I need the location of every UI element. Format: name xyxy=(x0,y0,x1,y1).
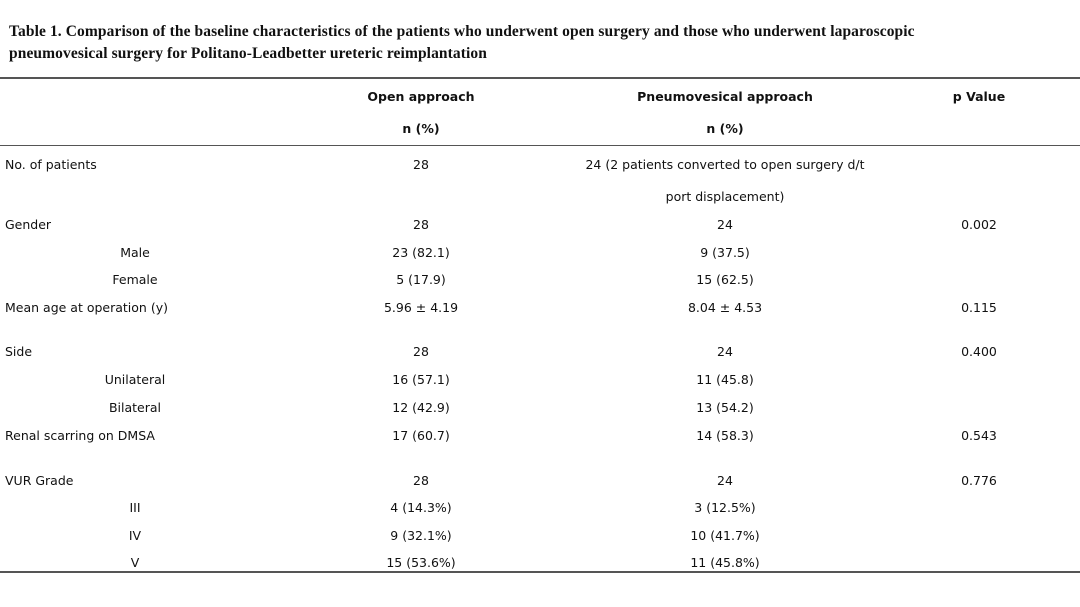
row-pneumo-value: 10 (41.7%) xyxy=(690,528,760,543)
row-label: Side xyxy=(5,344,33,359)
header-open-unit: n (%) xyxy=(402,121,440,136)
row-pneumo-value-cont: port displacement) xyxy=(665,189,785,204)
row-open-value: 28 xyxy=(413,157,429,172)
header-pneumovesical-approach: Pneumovesical approach xyxy=(637,89,813,104)
row-sublabel: V xyxy=(130,555,140,570)
row-open-value: 28 xyxy=(413,217,429,232)
row-label: VUR Grade xyxy=(5,473,74,488)
row-pneumo-value: 14 (58.3) xyxy=(696,428,754,443)
row-open-value: 5.96 ± 4.19 xyxy=(383,300,459,315)
row-open-value: 5 (17.9) xyxy=(396,272,446,287)
row-pneumo-value: 9 (37.5) xyxy=(700,245,750,260)
row-open-value: 28 xyxy=(413,473,429,488)
row-pneumo-value: 3 (12.5%) xyxy=(694,500,756,515)
table-bottom-rule xyxy=(0,571,1080,573)
row-pneumo-value: 11 (45.8) xyxy=(696,372,754,387)
row-sublabel: IV xyxy=(128,528,142,543)
row-sublabel: Male xyxy=(120,245,150,260)
row-label: No. of patients xyxy=(5,157,97,172)
row-pneumo-value: 24 xyxy=(717,217,733,232)
row-open-value: 17 (60.7) xyxy=(392,428,450,443)
row-open-value: 4 (14.3%) xyxy=(390,500,452,515)
row-pneumo-value: 8.04 ± 4.53 xyxy=(687,300,763,315)
header-p-value: p Value xyxy=(952,89,1006,104)
row-sublabel: III xyxy=(129,500,141,515)
row-p-value: 0.776 xyxy=(961,473,997,488)
row-sublabel: Female xyxy=(112,272,158,287)
row-label: Mean age at operation (y) xyxy=(5,300,168,315)
row-pneumo-value: 24 xyxy=(717,473,733,488)
row-open-value: 16 (57.1) xyxy=(392,372,450,387)
table-caption: Table 1. Comparison of the baseline char… xyxy=(9,21,1069,65)
row-label: Gender xyxy=(5,217,52,232)
row-p-value: 0.002 xyxy=(961,217,997,232)
header-open-approach: Open approach xyxy=(367,89,475,104)
row-p-value: 0.400 xyxy=(961,344,997,359)
row-sublabel: Unilateral xyxy=(104,372,166,387)
row-open-value: 15 (53.6%) xyxy=(386,555,456,570)
row-pneumo-value: 11 (45.8%) xyxy=(690,555,760,570)
header-pneumovesical-unit: n (%) xyxy=(706,121,744,136)
row-label: Renal scarring on DMSA xyxy=(5,428,155,443)
row-open-value: 23 (82.1) xyxy=(392,245,450,260)
row-open-value: 9 (32.1%) xyxy=(390,528,452,543)
row-open-value: 28 xyxy=(413,344,429,359)
row-p-value: 0.115 xyxy=(961,300,997,315)
row-pneumo-value: 24 xyxy=(717,344,733,359)
row-sublabel: Bilateral xyxy=(108,400,162,415)
row-open-value: 12 (42.9) xyxy=(392,400,450,415)
row-pneumo-value: 15 (62.5) xyxy=(696,272,754,287)
row-pneumo-value: 13 (54.2) xyxy=(696,400,754,415)
table-top-rule xyxy=(0,77,1080,79)
row-pneumo-value: 24 (2 patients converted to open surgery… xyxy=(585,157,865,172)
row-p-value: 0.543 xyxy=(961,428,997,443)
caption-line-1: Table 1. Comparison of the baseline char… xyxy=(9,23,915,40)
header-bottom-rule xyxy=(0,145,1080,146)
caption-line-2: pneumovesical surgery for Politano-Leadb… xyxy=(9,45,487,62)
